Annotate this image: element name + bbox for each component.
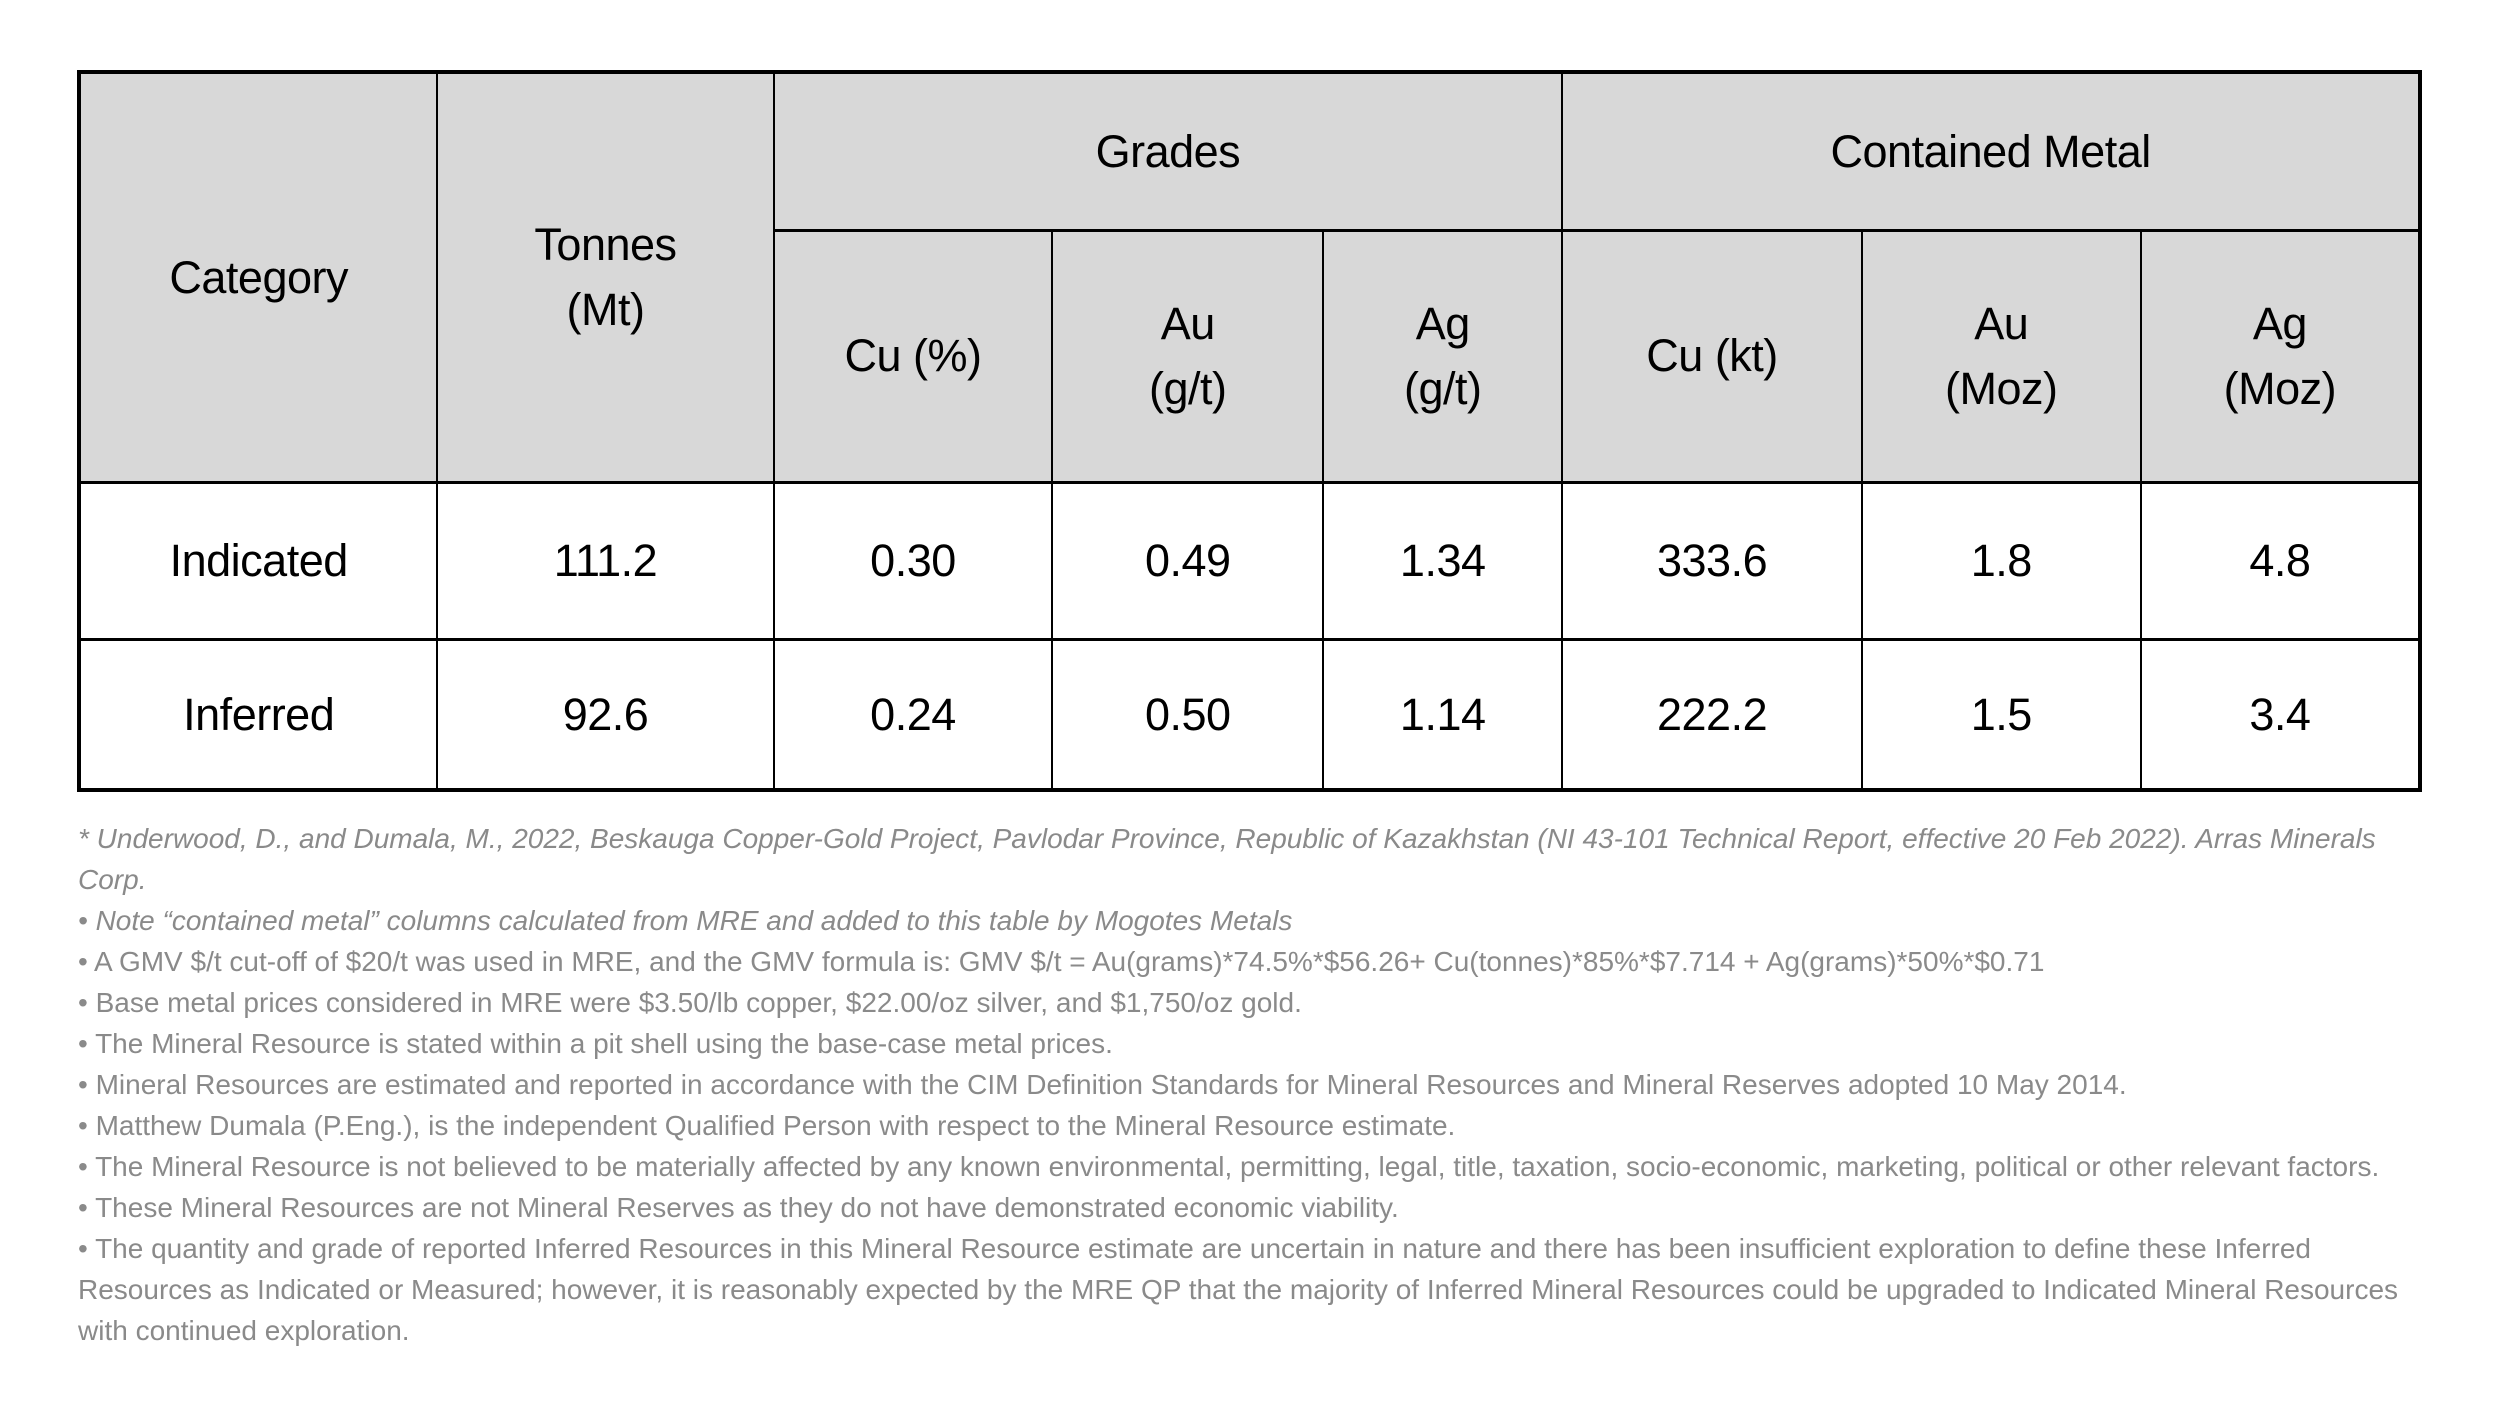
cell-inferred-cu-kt: 222.2: [1561, 637, 1863, 791]
header-group-grades: Grades: [772, 71, 1564, 231]
footnote-not-reserves: • These Mineral Resources are not Minera…: [78, 1192, 1399, 1223]
footnote-inferred-uncertainty: • The quantity and grade of reported Inf…: [78, 1233, 2399, 1346]
cell-indicated-au-moz: 1.8: [1860, 480, 2142, 640]
cell-inferred-category: Inferred: [77, 637, 439, 791]
footnote-metal-prices: • Base metal prices considered in MRE we…: [78, 987, 1302, 1018]
cell-indicated-ag-gpt: 1.34: [1322, 480, 1564, 640]
cell-indicated-au-gpt: 0.49: [1051, 480, 1325, 640]
header-ag-metal: Ag (Moz): [2139, 228, 2422, 483]
mineral-resource-table: Category Tonnes (Mt) Grades Contained Me…: [77, 70, 2422, 792]
footnote-qualified-person: • Matthew Dumala (P.Eng.), is the indepe…: [78, 1110, 1456, 1141]
cell-indicated-category: Indicated: [77, 480, 439, 640]
cell-indicated-cu-pct: 0.30: [772, 480, 1054, 640]
footnote-gmv-cutoff: • A GMV $/t cut-off of $20/t was used in…: [78, 946, 2045, 977]
header-tonnes-mt: Tonnes (Mt): [436, 71, 775, 483]
header-au-grade: Au (g/t): [1051, 228, 1325, 483]
footnote-contained-metal-note: • Note “contained metal” columns calcula…: [78, 905, 1293, 936]
cell-inferred-cu-pct: 0.24: [772, 637, 1054, 791]
header-ag-grade: Ag (g/t): [1322, 228, 1564, 483]
header-au-metal: Au (Moz): [1860, 228, 2142, 483]
cell-inferred-ag-gpt: 1.14: [1322, 637, 1564, 791]
header-group-contained-metal: Contained Metal: [1561, 71, 2421, 231]
footnote-pit-shell: • The Mineral Resource is stated within …: [78, 1028, 1113, 1059]
cell-indicated-cu-kt: 333.6: [1561, 480, 1863, 640]
cell-inferred-au-gpt: 0.50: [1051, 637, 1325, 791]
cell-indicated-tonnes: 111.2: [436, 480, 775, 640]
header-cu-grade: Cu (%): [772, 228, 1054, 483]
cell-inferred-ag-moz: 3.4: [2139, 637, 2422, 791]
footnotes-block: * Underwood, D., and Dumala, M., 2022, B…: [78, 818, 2424, 1351]
cell-inferred-au-moz: 1.5: [1860, 637, 2142, 791]
cell-inferred-tonnes: 92.6: [436, 637, 775, 791]
cell-indicated-ag-moz: 4.8: [2139, 480, 2422, 640]
header-cu-metal: Cu (kt): [1561, 228, 1863, 483]
table-row-indicated: Indicated 111.2 0.30 0.49 1.34 333.6 1.8…: [77, 480, 2422, 640]
footnote-cim-standards: • Mineral Resources are estimated and re…: [78, 1069, 2127, 1100]
header-category: Category: [77, 71, 439, 483]
table-row-inferred: Inferred 92.6 0.24 0.50 1.14 222.2 1.5 3…: [77, 637, 2422, 791]
footnote-material-factors: • The Mineral Resource is not believed t…: [78, 1151, 2380, 1182]
footnote-source-citation: * Underwood, D., and Dumala, M., 2022, B…: [78, 823, 2376, 895]
